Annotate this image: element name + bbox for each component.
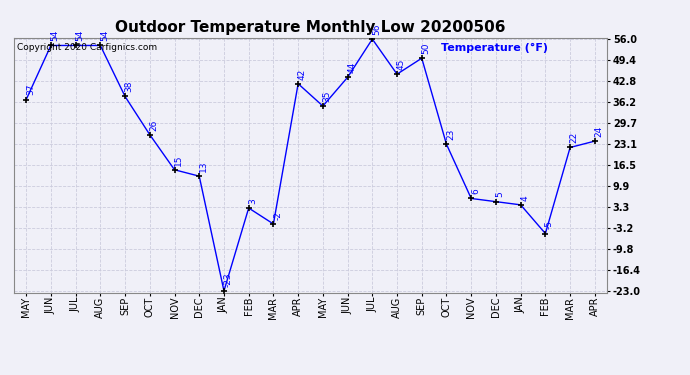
Text: 38: 38 [125, 81, 134, 92]
Text: 50: 50 [422, 42, 431, 54]
Text: 4: 4 [520, 195, 529, 201]
Text: -2: -2 [273, 211, 282, 220]
Text: Copyright 2020 Carfignics.com: Copyright 2020 Carfignics.com [17, 43, 157, 52]
Text: 54: 54 [100, 30, 109, 41]
Text: 45: 45 [397, 58, 406, 70]
Text: 54: 54 [50, 30, 59, 41]
Text: 26: 26 [150, 119, 159, 130]
Text: 42: 42 [298, 68, 307, 80]
Text: 15: 15 [174, 154, 183, 166]
Text: -5: -5 [545, 220, 554, 230]
Text: 3: 3 [248, 198, 257, 204]
Text: 35: 35 [322, 90, 331, 102]
Text: 37: 37 [26, 84, 34, 96]
Text: 5: 5 [495, 192, 504, 198]
Text: Temperature (°F): Temperature (°F) [441, 43, 548, 52]
Text: 23: 23 [446, 129, 455, 140]
Text: 56: 56 [372, 23, 381, 35]
Text: 54: 54 [75, 30, 84, 41]
Text: 22: 22 [570, 132, 579, 143]
Text: 44: 44 [347, 62, 356, 73]
Text: 13: 13 [199, 160, 208, 172]
Text: -23: -23 [224, 272, 233, 287]
Text: 6: 6 [471, 189, 480, 194]
Text: 24: 24 [595, 126, 604, 137]
Title: Outdoor Temperature Monthly Low 20200506: Outdoor Temperature Monthly Low 20200506 [115, 20, 506, 35]
